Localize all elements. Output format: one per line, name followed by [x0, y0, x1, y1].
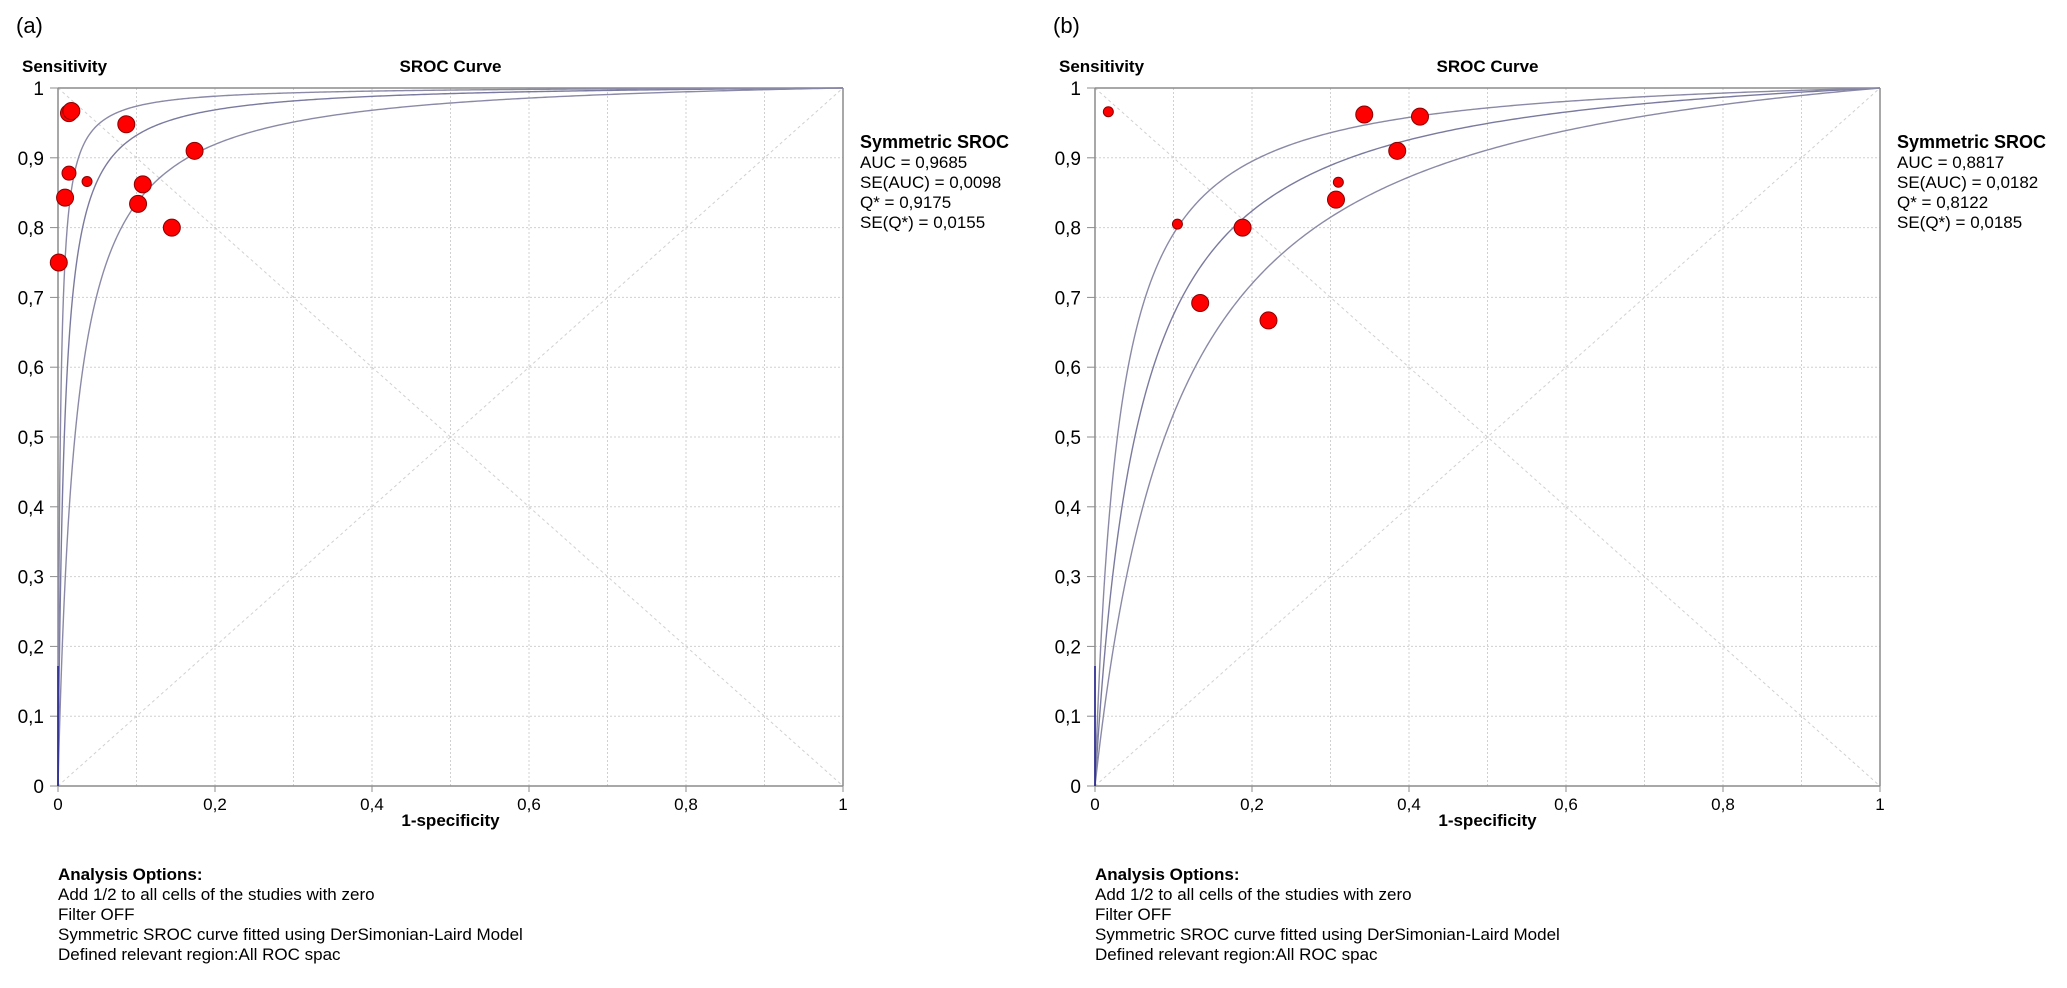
y-tick-label: 1 [33, 79, 44, 100]
y-tick-label: 1 [1070, 79, 1081, 100]
analysis-option-line: Defined relevant region:All ROC spac [58, 945, 341, 964]
panel-label: (b) [1053, 13, 1080, 38]
study-point [81, 176, 93, 188]
study-point [56, 188, 75, 207]
y-tick-label: 0,2 [18, 637, 44, 658]
anti-diagonal [1094, 87, 1881, 787]
panel-label: (a) [16, 13, 43, 38]
sroc-panel-b: (b) Sensitivity SROC Curve 1-specificity 0 0,… [1053, 13, 2046, 964]
study-point [185, 141, 204, 160]
y-tick-label: 0,3 [1055, 568, 1081, 589]
analysis-options-title: Analysis Options: [58, 865, 203, 884]
legend-line: SE(Q*) = 0,0155 [860, 213, 985, 232]
study-point [1259, 311, 1278, 330]
y-tick-label: 0,7 [18, 288, 44, 309]
study-point [1171, 218, 1183, 230]
sroc-confidence-curve [1094, 87, 1881, 787]
y-tick-label: 0,8 [1055, 219, 1081, 240]
x-tick-label: 0,4 [1397, 795, 1421, 814]
y-tick-label: 0,8 [18, 219, 44, 240]
y-tick-label: 0,5 [1055, 428, 1081, 449]
diagonal-reference [1094, 87, 1881, 787]
legend-line: Q* = 0,8122 [1897, 193, 1988, 212]
x-tick-label: 0,8 [1711, 795, 1735, 814]
study-point [1326, 190, 1345, 209]
y-tick-label: 0 [1070, 777, 1081, 798]
chart-title: SROC Curve [399, 57, 501, 76]
analysis-option-line: Symmetric SROC curve fitted using DerSim… [1095, 925, 1560, 944]
study-point [61, 165, 77, 181]
analysis-option-line: Filter OFF [1095, 905, 1172, 924]
chart-title: SROC Curve [1436, 57, 1538, 76]
legend-line: SE(Q*) = 0,0185 [1897, 213, 2022, 232]
analysis-option-line: Defined relevant region:All ROC spac [1095, 945, 1378, 964]
x-axis-label: 1-specificity [1438, 811, 1537, 830]
study-point [129, 194, 148, 213]
study-point [1388, 141, 1407, 160]
x-axis-label: 1-specificity [401, 811, 500, 830]
legend-title: Symmetric SROC [1897, 132, 2046, 152]
analysis-option-line: Symmetric SROC curve fitted using DerSim… [58, 925, 523, 944]
sroc-confidence-curve [57, 87, 844, 786]
x-tick-label: 1 [838, 795, 847, 814]
sroc-confidence-curve [1094, 87, 1881, 787]
x-tick-label: 0 [1090, 795, 1099, 814]
legend-line: AUC = 0,9685 [860, 153, 967, 172]
y-axis-label: Sensitivity [1059, 57, 1145, 76]
y-tick-label: 0,4 [18, 498, 45, 519]
legend-line: SE(AUC) = 0,0098 [860, 173, 1001, 192]
sroc-panel-a: (a) Sensitivity SROC Curve 1-specificity 0 0,… [16, 13, 1009, 964]
y-tick-label: 0,3 [18, 568, 44, 589]
y-tick-label: 0,6 [1055, 358, 1081, 379]
x-tick-label: 0,6 [517, 795, 541, 814]
y-tick-label: 0,6 [18, 358, 44, 379]
study-point [162, 218, 181, 237]
analysis-option-line: Add 1/2 to all cells of the studies with… [58, 885, 375, 904]
y-tick-label: 0,2 [1055, 637, 1081, 658]
y-tick-label: 0,1 [1055, 707, 1081, 728]
analysis-option-line: Filter OFF [58, 905, 135, 924]
y-tick-label: 0,7 [1055, 288, 1081, 309]
x-tick-label: 0 [53, 795, 62, 814]
y-axis-label: Sensitivity [22, 57, 108, 76]
y-tick-label: 0 [33, 777, 44, 798]
study-point [49, 253, 68, 272]
study-point [1410, 107, 1429, 126]
study-point [1233, 218, 1252, 237]
y-tick-label: 0,4 [1055, 498, 1082, 519]
study-point [133, 175, 152, 194]
x-tick-label: 1 [1875, 795, 1884, 814]
y-tick-label: 0,1 [18, 707, 44, 728]
x-tick-label: 0,8 [674, 795, 698, 814]
study-point [1191, 293, 1210, 312]
x-tick-label: 0,4 [360, 795, 384, 814]
anti-diagonal [57, 87, 844, 787]
y-tick-label: 0,9 [1055, 149, 1081, 170]
legend-title: Symmetric SROC [860, 132, 1009, 152]
study-point [1102, 106, 1114, 118]
y-tick-label: 0,9 [18, 149, 44, 170]
analysis-options-title: Analysis Options: [1095, 865, 1240, 884]
x-tick-label: 0,2 [1240, 795, 1264, 814]
x-tick-label: 0,2 [203, 795, 227, 814]
x-tick-label: 0,6 [1554, 795, 1578, 814]
y-tick-label: 0,5 [18, 428, 44, 449]
study-point [117, 115, 136, 134]
legend-line: AUC = 0,8817 [1897, 153, 2004, 172]
legend-line: Q* = 0,9175 [860, 193, 951, 212]
sroc-curve [57, 87, 844, 786]
study-point [1355, 105, 1374, 124]
legend-line: SE(AUC) = 0,0182 [1897, 173, 2038, 192]
analysis-option-line: Add 1/2 to all cells of the studies with… [1095, 885, 1412, 904]
study-point [1332, 176, 1344, 188]
study-point [62, 102, 81, 121]
sroc-curve [1094, 87, 1881, 787]
diagonal-reference [57, 87, 844, 787]
